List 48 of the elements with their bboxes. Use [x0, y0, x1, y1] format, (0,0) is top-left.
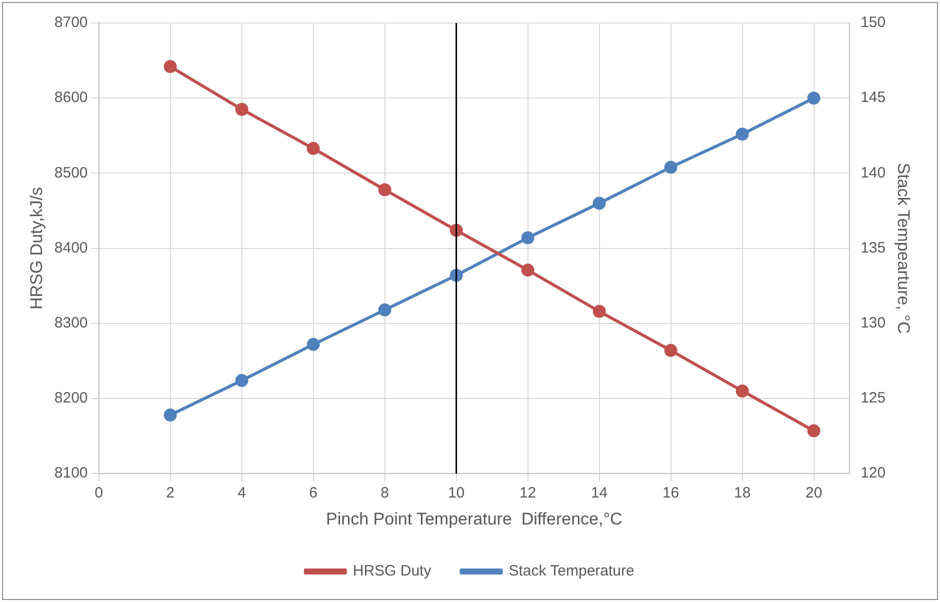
- y2-tick-label: 150: [860, 14, 886, 32]
- y2-tick-label: 130: [860, 314, 886, 332]
- point: [736, 128, 749, 141]
- point: [378, 303, 392, 316]
- y-tick-label: 8600: [54, 89, 88, 106]
- y2-tick-label: 120: [860, 464, 886, 482]
- x-tick-label: 18: [734, 484, 751, 502]
- x-axis-title: Pinch Point Temperature Difference,°C: [326, 509, 622, 528]
- point: [664, 344, 678, 357]
- y2-axis-title: Stack Tempearture, °C: [894, 162, 914, 334]
- y2-tick-label: 145: [860, 89, 886, 106]
- point: [807, 424, 820, 438]
- point: [164, 60, 177, 74]
- point: [736, 384, 749, 398]
- point: [592, 196, 606, 210]
- x-tick-label: 10: [448, 484, 465, 502]
- point: [306, 338, 320, 351]
- point: [521, 264, 534, 277]
- x-tick-label: 16: [662, 484, 680, 502]
- x-tick-label: 0: [94, 484, 103, 502]
- legend-label: HRSG Duty: [352, 562, 432, 580]
- point: [664, 160, 678, 174]
- point: [164, 408, 177, 422]
- point: [592, 304, 606, 318]
- y2-tick-label: 125: [860, 390, 886, 407]
- x-tick-label: 14: [590, 484, 608, 502]
- point: [521, 231, 534, 244]
- x-tick-label: 12: [519, 484, 536, 502]
- y2-tick-label: 140: [860, 164, 886, 182]
- point: [807, 92, 820, 105]
- point: [306, 142, 320, 155]
- x-tick-label: 8: [380, 484, 389, 502]
- point: [235, 102, 248, 116]
- point: [378, 183, 392, 196]
- y-tick-label: 8300: [54, 314, 88, 332]
- legend-label: Stack Temperature: [508, 562, 634, 580]
- x-tick-label: 2: [166, 484, 174, 502]
- y-tick-label: 8400: [54, 239, 88, 256]
- y-tick-label: 8200: [54, 390, 88, 407]
- y-tick-label: 8500: [54, 164, 88, 182]
- y-tick-label: 8700: [54, 14, 88, 32]
- y2-tick-label: 135: [860, 239, 886, 256]
- x-tick-label: 4: [238, 484, 246, 502]
- x-tick-label: 6: [309, 484, 318, 502]
- y-tick-label: 8100: [54, 464, 88, 482]
- x-tick-label: 20: [805, 484, 822, 502]
- y-axis-title: HRSG Duty,kJ/s: [26, 187, 46, 310]
- point: [235, 374, 248, 387]
